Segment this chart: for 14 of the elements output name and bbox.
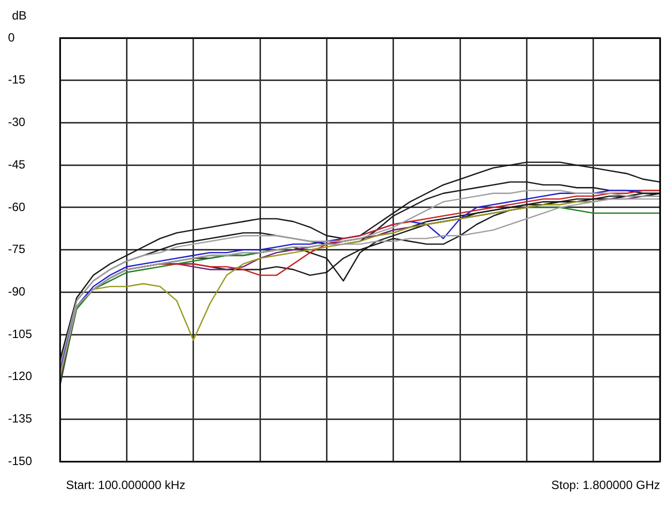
y-tick-label: -105 (8, 326, 32, 341)
y-tick-label: -30 (8, 115, 26, 130)
y-tick-label: -90 (8, 284, 26, 298)
y-tick-label: -135 (8, 412, 32, 426)
y-tick-label: -15 (8, 72, 26, 87)
y-tick-label: -45 (8, 157, 26, 172)
y-tick-label: -60 (8, 200, 26, 214)
y-tick-label: -120 (8, 369, 32, 384)
y-axis-title: dB (12, 8, 27, 22)
text: Stop: 1.800000 GHz (551, 478, 660, 492)
y-tick-label: 0 (8, 30, 15, 44)
y-tick-label: -75 (8, 242, 26, 256)
text: Start: 100.000000 kHz (66, 478, 186, 492)
y-tick-label: -150 (8, 454, 32, 468)
